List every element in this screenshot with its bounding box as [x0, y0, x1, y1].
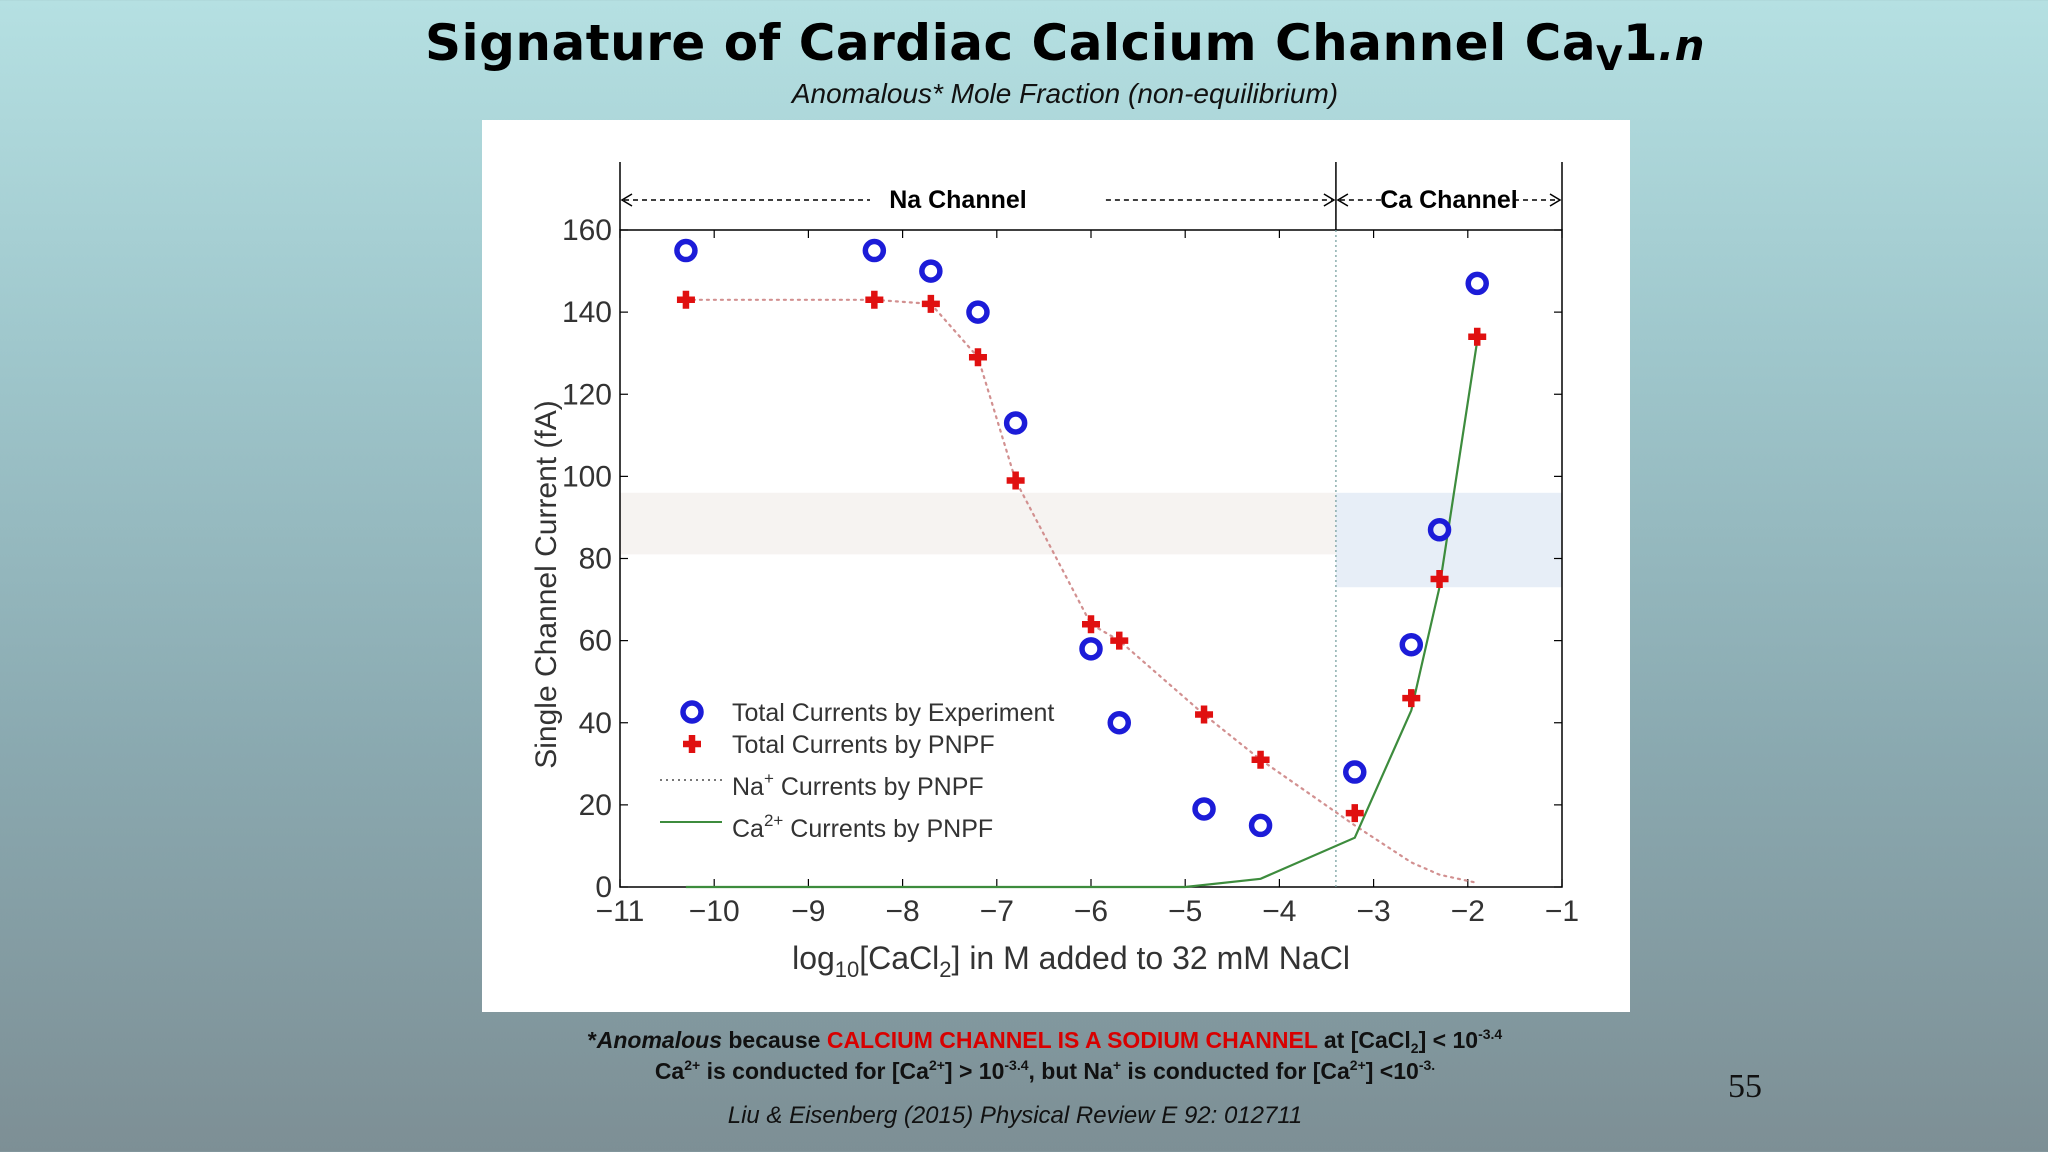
fn-sub-1: 2 — [1410, 1040, 1419, 1056]
fn2-d: , but Na — [1028, 1058, 1113, 1084]
experiment-point — [1079, 637, 1103, 661]
fn2-sup3: -3.4 — [1004, 1057, 1029, 1073]
x-tick-label: −6 — [1074, 895, 1108, 928]
chart-panel-tab-top — [1600, 120, 1630, 182]
title-subscript: V — [1596, 39, 1623, 79]
legend-label-2: Na+ Currents by PNPF — [732, 769, 984, 801]
legend-label-0: Total Currents by Experiment — [732, 699, 1054, 727]
pnpf-point — [1430, 570, 1449, 589]
chart: −11 −10 −9 −8 −7 −6 −5 −4 −3 −2 −10204060801001201… — [530, 162, 1579, 982]
slide-title: Signature of Cardiac Calcium Channel CaV… — [0, 14, 2048, 79]
title-italic: .n — [1658, 21, 1706, 70]
y-axis-label: Single Channel Current (fA) — [530, 400, 563, 769]
pnpf-point — [1082, 615, 1100, 634]
page-number: 55 — [1728, 1068, 1762, 1105]
fn2-c: ] > 10 — [944, 1058, 1005, 1084]
fn-text-2: ] < 10 — [1418, 1027, 1479, 1053]
pnpf-point — [1468, 327, 1487, 346]
fn-because: because — [721, 1027, 827, 1053]
fn2-sup1: 2+ — [684, 1057, 701, 1073]
fn2-sup4: + — [1112, 1057, 1122, 1073]
region-label-0: Na Channel — [889, 186, 1027, 214]
na-arrowhead-left — [620, 193, 633, 207]
experiment-point — [919, 259, 943, 283]
x-tick-label: −4 — [1262, 895, 1296, 928]
x-tick-label: −2 — [1451, 895, 1485, 928]
fn2-a: Ca — [654, 1058, 685, 1084]
fn-text-1: at [CaCl — [1317, 1027, 1411, 1053]
title-main: Signature of Cardiac Calcium Channel Ca — [424, 14, 1597, 72]
pnpf-point — [1402, 689, 1421, 708]
fn2-e: is conducted for [Ca — [1121, 1058, 1350, 1084]
experiment-point — [674, 238, 698, 263]
legend-marker-pnpf — [683, 735, 701, 753]
y-tick-label: 20 — [579, 789, 612, 822]
x-tick-label: −10 — [689, 895, 740, 928]
fn-anomalous: Anomalous — [596, 1027, 722, 1053]
fn2-f: ] <10 — [1365, 1058, 1419, 1084]
y-tick-label: 0 — [595, 871, 612, 904]
y-tick-label: 120 — [562, 378, 612, 411]
pnpf-point — [676, 290, 695, 309]
x-tick-label: −7 — [980, 895, 1014, 928]
region-label-1: Ca Channel — [1380, 186, 1518, 214]
citation: Liu & Eisenberg (2015) Physical Review E… — [727, 1102, 1303, 1129]
y-tick-label: 160 — [562, 214, 612, 247]
experiment-point — [1427, 518, 1452, 542]
experiment-point — [966, 300, 990, 324]
legend-label-1: Total Currents by PNPF — [732, 731, 995, 759]
footnote-line-1: *Anomalous because CALCIUM CHANNEL IS A … — [0, 1026, 2048, 1056]
pnpf-point — [1110, 631, 1129, 650]
pnpf-point — [968, 348, 987, 367]
chart-panel-tab-middle — [1600, 556, 1630, 618]
fn-highlight: CALCIUM CHANNEL IS A SODIUM CHANNEL — [826, 1027, 1318, 1053]
fn-sup-1: -3.4 — [1478, 1026, 1503, 1042]
x-tick-label: −11 — [596, 895, 645, 928]
x-tick-label: −3 — [1356, 895, 1390, 928]
pnpf-point — [865, 290, 884, 309]
fn-asterisk: * — [587, 1027, 597, 1053]
legend-marker-experiment — [680, 700, 704, 724]
highlight-band-1 — [1335, 492, 1562, 588]
experiment-point — [1399, 632, 1424, 657]
pnpf-point — [1006, 471, 1025, 490]
y-tick-label: 60 — [579, 625, 612, 658]
na-arrowhead-right — [1323, 193, 1336, 207]
experiment-point — [1192, 797, 1216, 821]
legend-label-3: Ca2+ Currents by PNPF — [732, 811, 993, 843]
pnpf-point — [1345, 804, 1364, 823]
title-tail: 1 — [1622, 14, 1659, 72]
y-tick-label: 80 — [579, 543, 612, 576]
highlight-band-0 — [620, 492, 1336, 555]
footnote-line-2: Ca2+ is conducted for [Ca2+] > 10-3.4, b… — [0, 1057, 2048, 1085]
experiment-point — [1465, 271, 1489, 296]
ca-arrowhead-right — [1549, 193, 1562, 207]
experiment-point — [1107, 711, 1132, 735]
pnpf-point — [921, 294, 940, 313]
ca-arrowhead-left — [1336, 193, 1349, 207]
experiment-point — [1343, 760, 1367, 784]
experiment-point — [1248, 813, 1273, 838]
ca-currents-line — [685, 340, 1479, 889]
fn2-sup5: 2+ — [1349, 1057, 1366, 1073]
pnpf-point — [1195, 705, 1214, 724]
x-axis-label: log10[CaCl2] in M added to 32 mM NaCl — [792, 940, 1350, 982]
experiment-point — [862, 238, 887, 263]
fn2-sup6: -3. — [1418, 1057, 1436, 1073]
x-tick-label: −1 — [1545, 895, 1579, 928]
y-tick-label: 100 — [562, 460, 612, 493]
fn2-b: is conducted for [Ca — [700, 1058, 929, 1084]
y-tick-label: 140 — [562, 296, 612, 329]
y-tick-label: 40 — [579, 707, 612, 740]
experiment-point — [1003, 411, 1028, 435]
fn2-sup2: 2+ — [928, 1057, 945, 1073]
x-tick-label: −9 — [791, 895, 825, 928]
pnpf-point — [1251, 750, 1270, 769]
x-tick-label: −8 — [885, 895, 919, 928]
x-tick-label: −5 — [1168, 895, 1202, 928]
slide-subtitle: Anomalous* Mole Fraction (non-equilibriu… — [791, 78, 1339, 109]
